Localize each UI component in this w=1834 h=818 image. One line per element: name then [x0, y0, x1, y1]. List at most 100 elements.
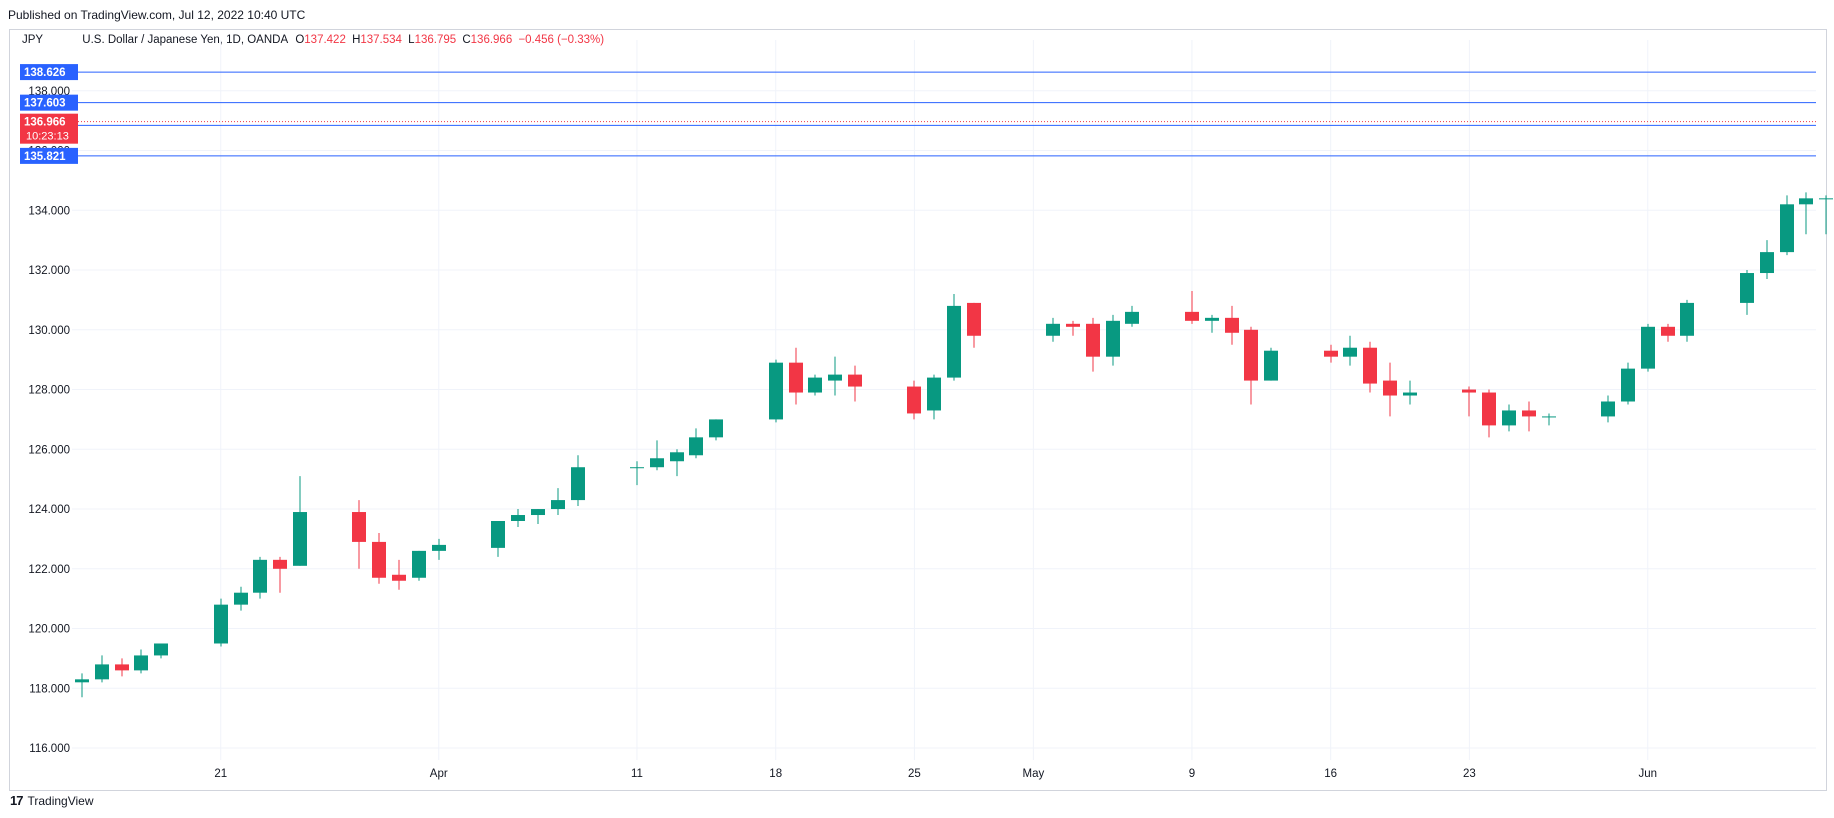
chart-frame[interactable]	[9, 29, 1827, 791]
candle-body-down	[789, 362, 803, 393]
level-label: 137.603	[24, 98, 66, 110]
candle-body-down	[1482, 392, 1496, 426]
level-label: 138.626	[24, 67, 66, 79]
candle-body-down	[115, 664, 129, 671]
legend-open-value: 137.422	[304, 34, 346, 46]
candle-body-up	[1125, 311, 1139, 324]
legend-high-value: 137.534	[360, 34, 402, 46]
candle-body-up	[1264, 350, 1278, 381]
candle-body-up	[1343, 347, 1357, 357]
y-tick-label: 130.000	[28, 325, 70, 337]
candlestick-chart[interactable]: 116.000 118.000 120.000 122.000 124.000 126.0…	[0, 0, 1834, 790]
x-tick-label: Jun	[1639, 768, 1658, 780]
horizontal-lines[interactable]	[78, 71, 1816, 157]
candle-body-up	[75, 679, 89, 683]
price-labels: 138.626137.603136.843135.821136.96610:23…	[20, 64, 78, 164]
candle-body-down	[1661, 326, 1675, 336]
level-label: 135.821	[24, 151, 66, 163]
legend-symbol[interactable]: JPY	[22, 34, 44, 46]
level-label-box	[20, 64, 78, 81]
candle-body-up	[1502, 410, 1516, 426]
tradingview-logo-text[interactable]: TradingView	[27, 793, 94, 808]
y-tick-label: 132.000	[28, 265, 70, 277]
candle-body-down	[967, 302, 981, 336]
y-tick-label: 120.000	[28, 624, 70, 636]
candle-body-up	[947, 305, 961, 378]
legend-close-value: 136.966	[470, 34, 513, 46]
candle-body-up	[769, 362, 783, 420]
candle-body-up	[511, 515, 525, 521]
candle-body-up	[808, 377, 822, 393]
candle-body-down	[372, 541, 386, 578]
candle-body-up	[1819, 198, 1833, 200]
candle-body-up	[1601, 401, 1615, 417]
candle-body-up	[1740, 273, 1754, 303]
grid-lines	[72, 40, 1816, 760]
published-caption: Published on TradingView.com, Jul 12, 20…	[8, 8, 306, 22]
candle-body-up	[531, 509, 545, 516]
countdown-label: 10:23:13	[26, 131, 69, 143]
candle-body-up	[1760, 252, 1774, 274]
x-tick-label: 11	[631, 768, 643, 780]
candle-body-up	[1680, 302, 1694, 336]
candle-body-down	[273, 559, 287, 569]
y-tick-label: 122.000	[28, 564, 70, 576]
candle-body-up	[709, 419, 723, 438]
candle-body-down	[1086, 323, 1100, 357]
candle-body-up	[650, 458, 664, 468]
candle-body-up	[412, 550, 426, 578]
candle-body-down	[1244, 329, 1258, 381]
price-axis[interactable]: 116.000 118.000 120.000 122.000 124.000 126.0…	[28, 86, 70, 755]
candle-body-up	[571, 467, 585, 501]
x-tick-label: 23	[1463, 768, 1476, 780]
candle-body-up	[234, 592, 248, 605]
candle-body-down	[1185, 311, 1199, 321]
tradingview-logo-icon[interactable]: 17	[10, 793, 24, 808]
legend-change: −0.456 (−0.33%)	[518, 34, 605, 46]
y-tick-label: 118.000	[29, 683, 70, 695]
candle-body-up	[154, 643, 168, 656]
candle-body-up	[1799, 198, 1813, 205]
x-tick-label: 25	[908, 768, 921, 780]
x-tick-label: Apr	[430, 768, 448, 780]
candle-body-up	[1046, 323, 1060, 336]
candle-body-down	[352, 512, 366, 542]
last-price-label: 136.966	[24, 117, 66, 129]
candle-body-up	[253, 559, 267, 593]
candle-body-up	[630, 467, 644, 469]
y-tick-label: 116.000	[29, 743, 70, 755]
candles	[75, 192, 1833, 698]
y-tick-label: 128.000	[28, 385, 70, 397]
candle-body-up	[293, 512, 307, 566]
last-price-badge	[20, 113, 78, 144]
candle-body-down	[392, 574, 406, 581]
candle-body-down	[1225, 317, 1239, 333]
candle-body-up	[1403, 392, 1417, 396]
level-label-box	[20, 94, 78, 111]
candle-body-up	[1780, 204, 1794, 253]
candle-body-up	[670, 452, 684, 462]
candle-body-up	[1641, 326, 1655, 369]
candle-body-down	[1363, 347, 1377, 384]
legend-low-label: L	[408, 34, 415, 46]
candle-body-up	[551, 500, 565, 510]
footer: 17 TradingView	[10, 793, 94, 808]
candle-body-up	[689, 437, 703, 456]
candle-body-up	[927, 377, 941, 411]
y-tick-label: 134.000	[28, 205, 70, 217]
candle-body-up	[828, 374, 842, 381]
candle-body-down	[1324, 350, 1338, 357]
time-axis[interactable]: 21Apr111825May91623Jun1320Jul1118	[214, 768, 1834, 780]
level-label-box	[20, 147, 78, 164]
candle-body-up	[134, 655, 148, 671]
candle-body-down	[907, 386, 921, 414]
candle-body-up	[1106, 320, 1120, 357]
candle-body-up	[214, 604, 228, 644]
x-tick-label: 18	[769, 768, 782, 780]
chart-legend: JPY U.S. Dollar / Japanese Yen, 1D, OAND…	[22, 34, 607, 46]
candle-body-down	[1383, 380, 1397, 396]
candle-body-down	[1462, 389, 1476, 393]
candle-body-up	[1205, 317, 1219, 321]
legend-instrument: U.S. Dollar / Japanese Yen, 1D, OANDA	[82, 34, 289, 46]
x-tick-label: 9	[1189, 768, 1195, 780]
